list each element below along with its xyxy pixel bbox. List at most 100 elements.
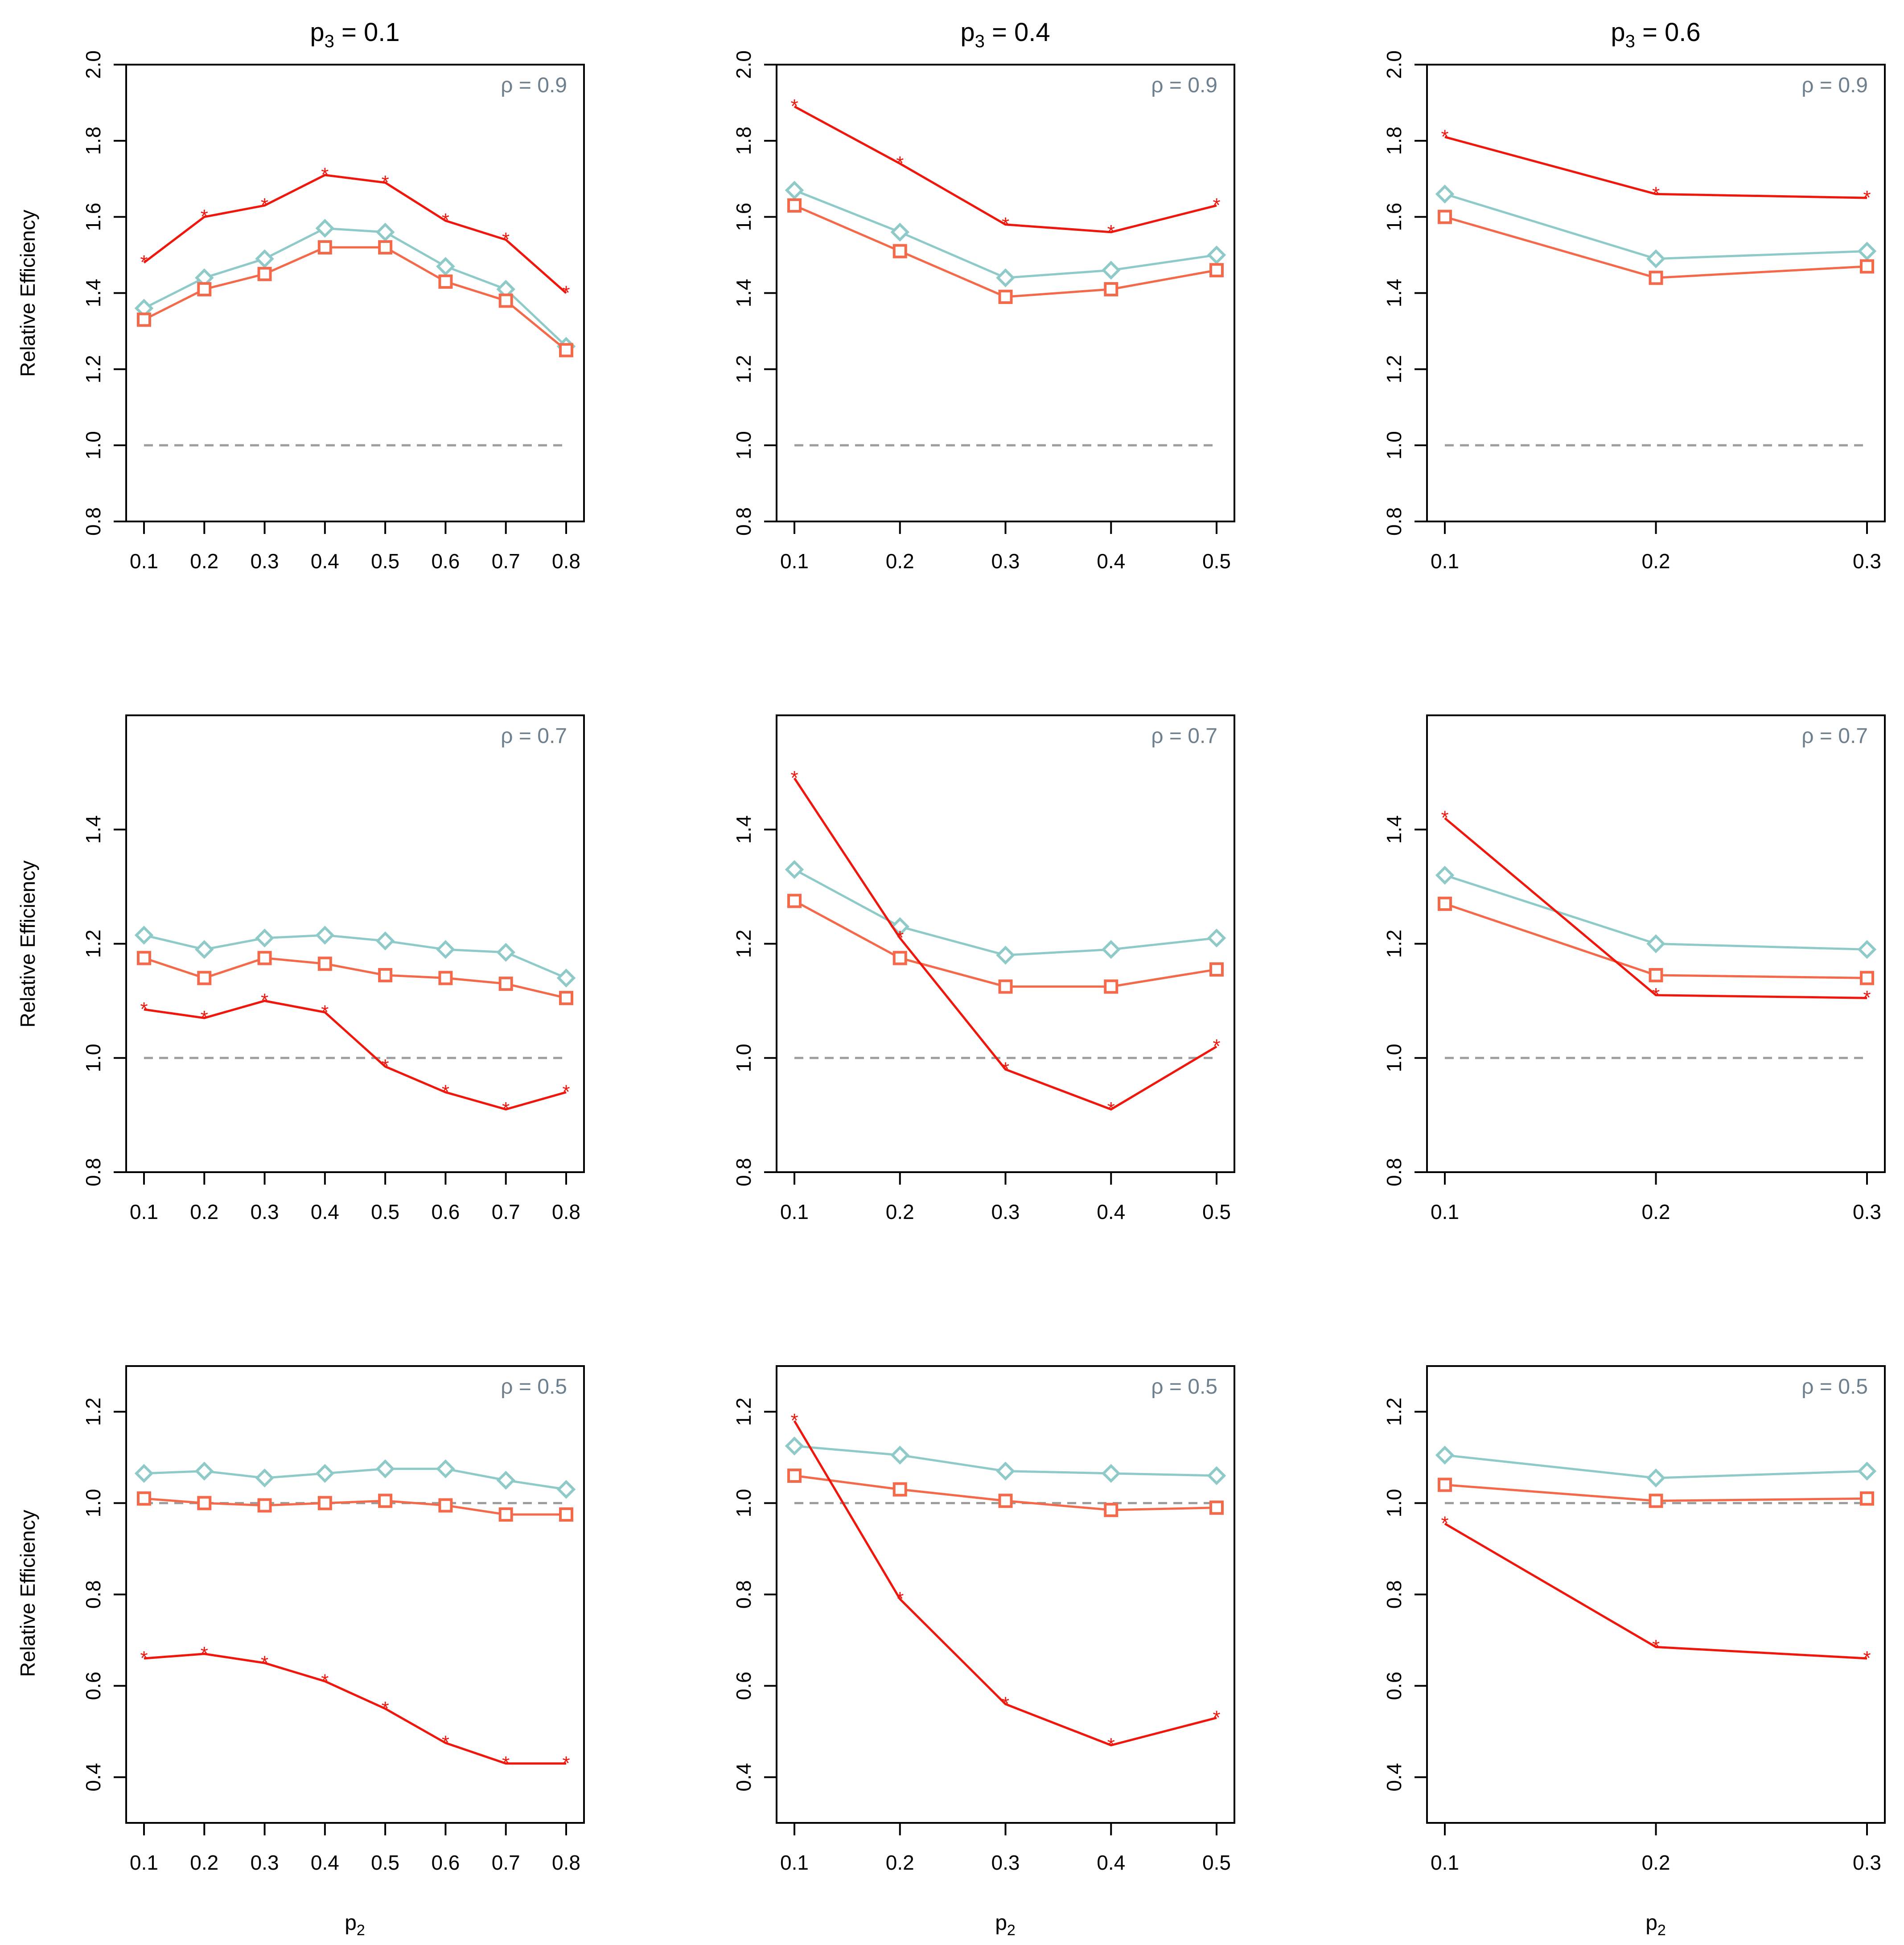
data-point-star: * [1002, 1693, 1009, 1715]
data-point-diamond [134, 1464, 154, 1483]
data-point-square [378, 240, 393, 254]
data-point-diamond [785, 181, 804, 200]
x-tick-label: 0.3 [1853, 550, 1881, 573]
panel-r3-c3: 0.4 0.6 0.8 1.0 1.2 0.1 0.2 0.3 ρ = 0.5 * * * [1382, 1365, 1886, 1874]
y-tick-label: 1.4 [82, 815, 105, 844]
data-point-square [1209, 962, 1224, 977]
y-tick-label: 1.0 [1382, 1489, 1406, 1518]
column-title-2: p3 = 0.4 [960, 18, 1050, 51]
data-point-star: * [442, 1081, 449, 1103]
data-point-diamond [996, 945, 1015, 965]
x-tick-label: 0.5 [1202, 550, 1231, 573]
data-point-star: * [790, 1410, 798, 1432]
data-point-square [378, 968, 393, 982]
y-tick-label: 1.2 [1382, 930, 1406, 958]
data-point-star: * [261, 194, 268, 216]
x-axis-label-col-3: p2 [1645, 1911, 1666, 1939]
panel-r1-c1: 0.8 1.0 1.2 1.4 1.6 1.8 2.0 0.1 0.2 0.3 0.4 0.5 0.6 0… [82, 50, 585, 573]
data-point-diamond [1102, 261, 1121, 280]
series-star: * * * * * [790, 95, 1220, 243]
series-star: * * * [1441, 1513, 1871, 1669]
data-point-diamond [1102, 940, 1121, 959]
data-point-square [998, 979, 1013, 994]
series-star-line [1444, 1522, 1867, 1660]
data-point-star: * [1863, 187, 1871, 209]
data-point-square [892, 244, 907, 259]
data-point-star: * [382, 1698, 389, 1719]
y-tick-label: 1.2 [82, 930, 105, 958]
data-point-star: * [1652, 183, 1660, 205]
series-diamond [785, 860, 1226, 965]
y-tick-label: 0.6 [1382, 1672, 1406, 1700]
y-tick-label: 0.4 [732, 1763, 755, 1792]
data-point-star: * [896, 1588, 904, 1610]
data-point-square [197, 282, 212, 296]
y-tick-label: 0.8 [1382, 1580, 1406, 1609]
x-tick-label: 0.7 [492, 550, 520, 573]
x-tick-label: 0.5 [371, 1851, 399, 1874]
data-point-square [498, 977, 513, 991]
data-point-diamond [1102, 1464, 1121, 1483]
series-diamond-line [143, 227, 567, 347]
y-tick-label: 1.0 [82, 431, 105, 460]
panels: 0.81.01.21.41.61.82.00.1 0.2 0.3 0.4 0.5 0.6 0… [82, 50, 1886, 1874]
y-tick-label: 0.6 [732, 1672, 755, 1700]
series-diamond [785, 1436, 1226, 1485]
data-point-square [137, 951, 151, 965]
series-star-line [1444, 817, 1867, 999]
data-point-square [498, 1507, 513, 1522]
data-point-square [1209, 1500, 1224, 1515]
x-tick-label: 0.1 [780, 550, 809, 573]
data-point-square [559, 343, 573, 357]
panel-r2-c3: 0.8 1.0 1.2 1.4 0.1 0.2 0.3 ρ = 0.7 * * * [1382, 714, 1886, 1223]
x-tick-label: 0.4 [311, 1851, 339, 1874]
data-point-diamond [1435, 866, 1455, 885]
x-tick-label: 0.3 [991, 1851, 1020, 1874]
y-tick-label: 1.4 [1382, 279, 1406, 308]
series-diamond [1435, 866, 1877, 959]
data-point-star: * [1863, 987, 1871, 1009]
rho-label: ρ = 0.9 [1801, 74, 1868, 97]
series-star: * * * * * * * * [140, 1643, 570, 1774]
series-star: * * * * * * * * [140, 164, 570, 304]
series-square [1438, 209, 1874, 285]
data-point-square [892, 951, 907, 965]
series-star: * * * * * * * * [140, 990, 570, 1120]
column-title-1: p3 = 0.1 [310, 18, 399, 51]
data-point-square [1104, 1502, 1119, 1517]
data-point-star: * [201, 206, 208, 228]
x-tick-label: 0.3 [1853, 1200, 1881, 1223]
data-point-diamond [785, 860, 804, 879]
x-tick-label: 0.8 [552, 1851, 580, 1874]
series-star-line [1444, 135, 1867, 199]
data-point-star: * [321, 1670, 329, 1692]
y-tick-label: 1.2 [732, 355, 755, 383]
y-tick-label: 0.8 [1382, 507, 1406, 536]
y-tick-label: 0.6 [82, 1672, 105, 1700]
data-point-square [998, 1494, 1013, 1508]
data-point-square [197, 971, 212, 985]
series-square [787, 1469, 1224, 1517]
y-tick-label: 2.0 [732, 50, 755, 79]
data-point-square [438, 971, 453, 985]
y-tick-label: 0.8 [82, 1580, 105, 1609]
data-point-square [1438, 1477, 1452, 1492]
series-square [787, 198, 1224, 304]
data-point-square [787, 894, 802, 908]
x-tick-label: 0.4 [1097, 550, 1125, 573]
y-tick-label: 0.4 [1382, 1763, 1406, 1792]
x-tick-label: 0.1 [130, 1851, 158, 1874]
y-tick-label: 1.0 [1382, 431, 1406, 460]
data-point-star: * [261, 990, 268, 1012]
data-point-square [559, 1507, 573, 1522]
x-tick-label: 0.3 [251, 550, 279, 573]
rho-label: ρ = 0.5 [1151, 1375, 1217, 1399]
y-tick-label: 1.4 [732, 815, 755, 844]
y-tick-label: 1.4 [1382, 815, 1406, 844]
series-star-line [793, 1420, 1217, 1747]
rho-label: ρ = 0.7 [1151, 724, 1217, 748]
rho-label: ρ = 0.7 [501, 724, 567, 748]
data-point-star: * [382, 1055, 389, 1077]
data-point-star: * [502, 1752, 510, 1774]
series-square-line [143, 246, 567, 351]
